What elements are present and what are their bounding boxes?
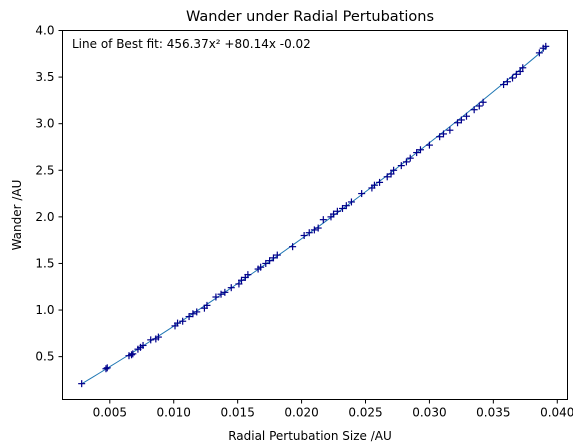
y-tick-label: 1.0 bbox=[35, 303, 54, 317]
data-point bbox=[470, 106, 478, 114]
y-tick-label: 3.5 bbox=[35, 70, 54, 84]
x-axis-label: Radial Pertubation Size /AU bbox=[228, 429, 392, 443]
data-point bbox=[179, 317, 187, 325]
data-point bbox=[174, 319, 182, 327]
data-point bbox=[227, 284, 235, 292]
data-point bbox=[129, 350, 137, 358]
y-tick-label: 0.5 bbox=[35, 350, 54, 364]
data-point bbox=[102, 365, 110, 373]
data-point bbox=[193, 308, 201, 316]
chart-title: Wander under Radial Pertubations bbox=[186, 9, 434, 25]
y-axis-label: Wander /AU bbox=[10, 180, 24, 251]
data-point bbox=[338, 204, 346, 212]
data-point bbox=[390, 166, 398, 174]
x-tick-label: 0.030 bbox=[412, 406, 446, 420]
data-point bbox=[402, 158, 410, 166]
data-point bbox=[266, 257, 274, 265]
y-tick-label: 1.5 bbox=[35, 256, 54, 270]
x-tick-label: 0.025 bbox=[348, 406, 382, 420]
data-point bbox=[342, 202, 350, 210]
data-point bbox=[512, 70, 520, 78]
x-tick-label: 0.010 bbox=[157, 406, 191, 420]
x-tick-label: 0.035 bbox=[476, 406, 510, 420]
data-point bbox=[154, 333, 162, 341]
data-point bbox=[439, 130, 447, 138]
data-point bbox=[397, 162, 405, 170]
data-point bbox=[319, 216, 327, 224]
data-point bbox=[370, 181, 378, 189]
data-point bbox=[185, 313, 193, 321]
x-tick-label: 0.040 bbox=[540, 406, 573, 420]
data-point bbox=[516, 68, 524, 75]
data-point bbox=[406, 154, 414, 162]
x-tick-label: 0.020 bbox=[284, 406, 318, 420]
data-point bbox=[376, 178, 384, 186]
data-point bbox=[416, 146, 424, 154]
data-point bbox=[446, 126, 454, 134]
data-point bbox=[542, 42, 550, 50]
data-point bbox=[289, 243, 297, 251]
data-point bbox=[103, 364, 111, 372]
data-point bbox=[479, 98, 487, 106]
y-tick-label: 4.0 bbox=[35, 24, 54, 38]
y-tick-label: 3.0 bbox=[35, 117, 54, 131]
data-point bbox=[217, 290, 225, 298]
plot-area bbox=[78, 42, 550, 388]
data-point bbox=[358, 190, 366, 198]
x-axis: 0.005 0.010 0.015 0.020 0.025 0.030 0.035 0.040 bbox=[93, 399, 573, 420]
data-point bbox=[235, 280, 243, 288]
data-point bbox=[273, 251, 281, 259]
data-point bbox=[147, 336, 155, 344]
y-axis: 0.5 1.0 1.5 2.0 2.5 3.0 3.5 4.0 bbox=[35, 24, 63, 364]
fit-annotation: Line of Best fit: 456.37x² +80.14x -0.02 bbox=[72, 37, 311, 51]
data-point bbox=[305, 229, 313, 237]
data-point bbox=[463, 112, 470, 120]
y-tick-label: 2.5 bbox=[35, 163, 54, 177]
data-point bbox=[189, 310, 197, 318]
data-point bbox=[257, 263, 265, 271]
data-point bbox=[139, 341, 147, 349]
data-point bbox=[310, 226, 318, 234]
data-point bbox=[269, 254, 277, 262]
data-point bbox=[425, 141, 433, 149]
x-tick-label: 0.015 bbox=[220, 406, 254, 420]
y-tick-label: 2.0 bbox=[35, 210, 54, 224]
data-point bbox=[347, 198, 355, 206]
data-point bbox=[300, 232, 308, 239]
data-point bbox=[212, 293, 220, 301]
data-point bbox=[457, 116, 465, 124]
data-point bbox=[454, 119, 462, 127]
data-point bbox=[383, 173, 391, 181]
data-point bbox=[475, 102, 483, 110]
data-point bbox=[503, 78, 511, 86]
data-point bbox=[203, 301, 211, 309]
data-point bbox=[436, 133, 444, 141]
data-point bbox=[244, 271, 252, 279]
data-point bbox=[509, 74, 517, 82]
data-point bbox=[78, 380, 86, 388]
data-point bbox=[237, 276, 245, 284]
data-point bbox=[500, 81, 508, 89]
data-point bbox=[314, 224, 322, 232]
data-point bbox=[387, 170, 395, 178]
data-point bbox=[128, 351, 136, 359]
data-point bbox=[330, 210, 338, 218]
axes-frame bbox=[62, 30, 568, 400]
data-point bbox=[221, 288, 229, 296]
data-point bbox=[413, 149, 421, 157]
data-point bbox=[262, 259, 270, 267]
data-point bbox=[519, 64, 527, 72]
x-tick-label: 0.005 bbox=[93, 406, 127, 420]
data-point bbox=[333, 207, 341, 215]
data-point bbox=[535, 49, 543, 57]
